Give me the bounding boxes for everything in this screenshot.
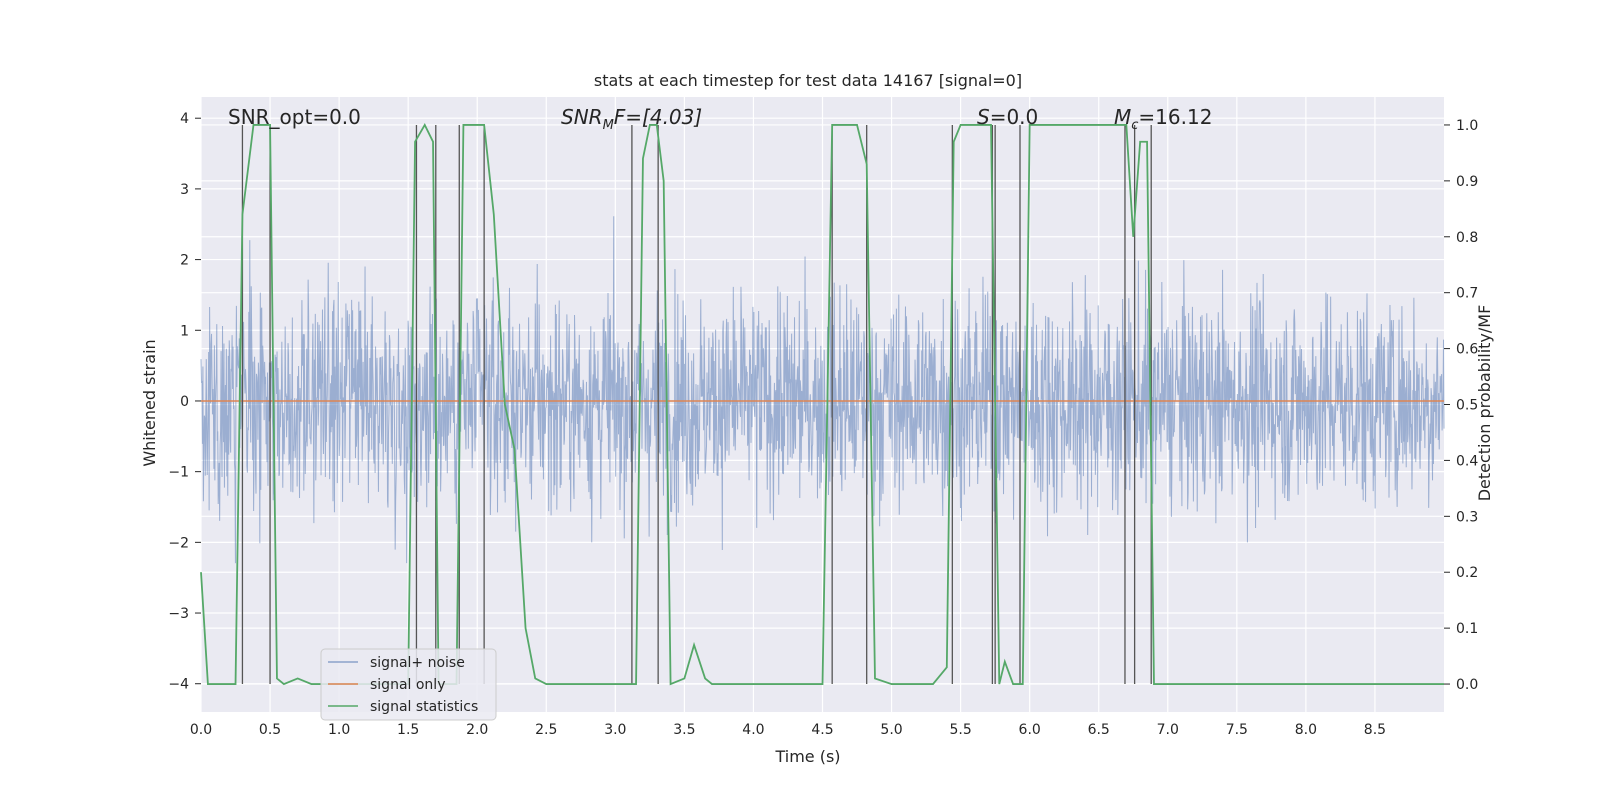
x-tick-label: 5.0	[880, 722, 902, 738]
x-axis-label: Time (s)	[774, 747, 840, 766]
legend-entry-statistics: signal statistics	[370, 699, 478, 715]
annotation-snr-mf-sub: M	[603, 118, 614, 133]
y-right-tick-label: 0.6	[1456, 342, 1478, 358]
x-tick-label: 2.5	[535, 722, 557, 738]
y-tick-label: 1	[180, 323, 189, 339]
legend: signal+ noise signal only signal statist…	[320, 648, 497, 721]
annotation-mc: Mc=16.12	[1114, 105, 1212, 133]
annotation-mc-sub: c	[1131, 118, 1138, 133]
series-signal-statistics	[200, 123, 1444, 686]
chart-title: stats at each timestep for test data 141…	[594, 71, 1022, 90]
y-axis-right-label: Detection probability/MF	[1475, 305, 1494, 502]
y-tick-label: 2	[180, 253, 189, 269]
x-tick-label: 7.0	[1157, 722, 1179, 738]
y-right-tick-label: 0.9	[1456, 174, 1478, 190]
y-right-tick-label: 0.4	[1456, 453, 1478, 469]
annotation-snr-mf-tail: F=[4.03]	[614, 105, 702, 129]
x-tick-label: 1.5	[397, 722, 419, 738]
legend-entry-noise: signal+ noise	[370, 655, 465, 671]
legend-box	[320, 648, 497, 721]
annotation-mc-main: M	[1114, 105, 1131, 129]
y-right-tick-label: 0.7	[1456, 286, 1478, 302]
x-tick-label: 8.0	[1295, 722, 1317, 738]
x-tick-label: 1.0	[328, 722, 350, 738]
y-tick-label: 0	[180, 394, 189, 410]
annotation-snr-mf-main: SNR	[561, 105, 603, 129]
annotation-snr-opt: SNR_opt=0.0	[228, 105, 361, 129]
x-tick-label: 7.5	[1226, 722, 1248, 738]
x-tick-label: 4.5	[811, 722, 833, 738]
y-right-tick-label: 0.2	[1456, 565, 1478, 581]
annotation-s-main: S	[977, 105, 990, 129]
y-right-tick-label: 0.1	[1456, 621, 1478, 637]
x-tick-label: 8.5	[1364, 722, 1386, 738]
y-right-tick-label: 0.5	[1456, 398, 1478, 414]
y-tick-label: −3	[168, 606, 189, 622]
series-signal-plus-noise	[200, 216, 1445, 564]
x-tick-label: 0.0	[190, 722, 212, 738]
x-tick-label: 3.5	[673, 722, 695, 738]
y-right-tick-label: 0.0	[1456, 677, 1478, 693]
x-tick-label: 3.0	[604, 722, 626, 738]
x-tick-label: 5.5	[949, 722, 971, 738]
annotation-s-tail: =0.0	[990, 105, 1039, 129]
x-tick-label: 0.5	[259, 722, 281, 738]
annotation-s: S=0.0	[977, 105, 1038, 129]
annotation-mc-tail: =16.12	[1138, 105, 1212, 129]
y-right-tick-label: 1.0	[1456, 118, 1478, 134]
y-right-tick-label: 0.8	[1456, 230, 1478, 246]
y-tick-label: 4	[180, 111, 189, 127]
annotation-snr-mf: SNRMF=[4.03]	[561, 105, 702, 133]
x-tick-label: 6.5	[1088, 722, 1110, 738]
x-tick-label: 4.0	[742, 722, 764, 738]
y-tick-label: 3	[180, 182, 189, 198]
legend-entry-signal-only: signal only	[370, 677, 445, 693]
y-right-tick-label: 0.3	[1456, 509, 1478, 525]
x-tick-label: 6.0	[1019, 722, 1041, 738]
x-tick-label: 2.0	[466, 722, 488, 738]
y-tick-label: −4	[168, 677, 189, 693]
y-axis-label: Whitened strain	[140, 339, 159, 466]
y-tick-label: −1	[168, 465, 189, 481]
y-tick-label: −2	[168, 535, 189, 551]
